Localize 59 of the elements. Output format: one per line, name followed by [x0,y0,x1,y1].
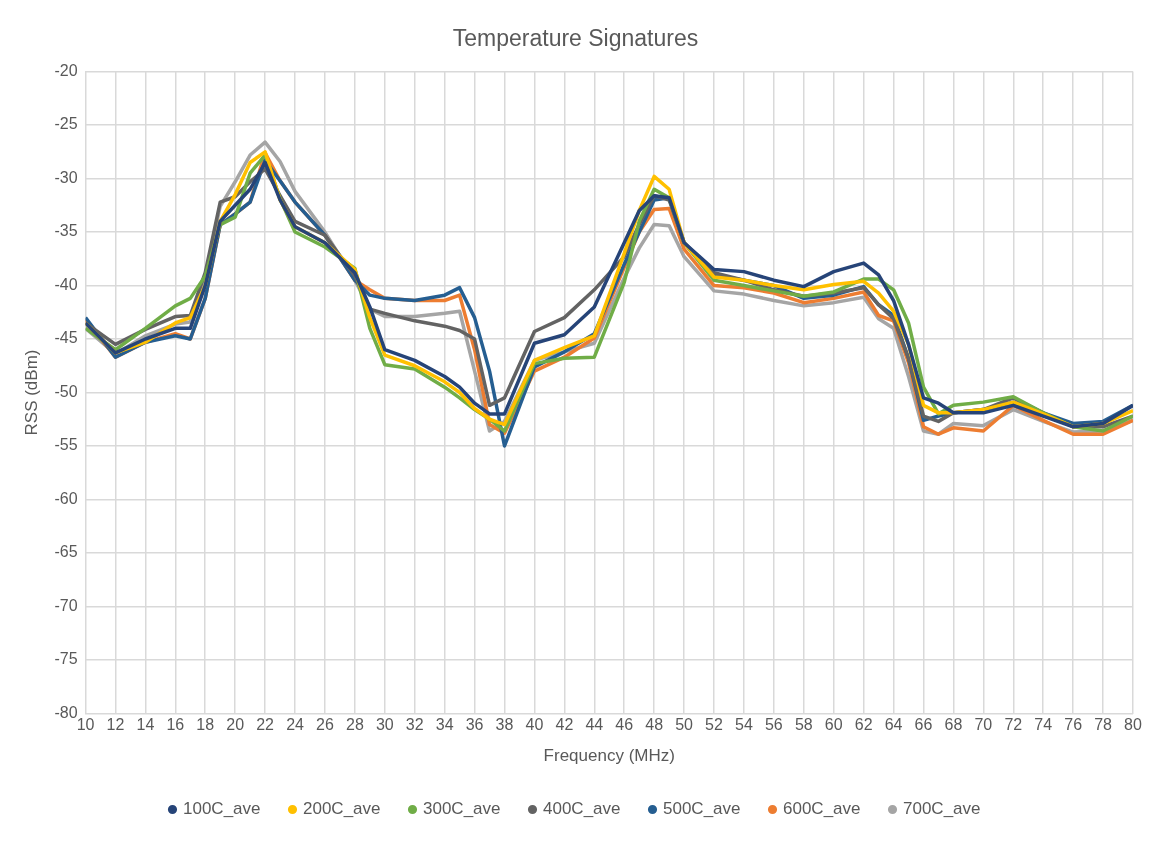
x-tick-label: 34 [435,716,454,734]
x-tick-label: 24 [286,716,305,734]
x-tick-label: 54 [735,716,753,734]
x-tick-label: 12 [106,716,125,734]
chart-title: Temperature Signatures [452,25,699,52]
x-tick-label: 58 [794,716,813,734]
legend-label: 600C_ave [783,799,861,819]
x-tick-label: 76 [1064,716,1083,734]
legend-label: 500C_ave [663,799,741,819]
x-tick-label: 74 [1034,716,1053,734]
legend-label: 300C_ave [422,799,501,819]
x-tick-label: 56 [764,716,783,734]
y-tick-label: -50 [54,382,78,400]
x-tick-label: 22 [256,716,275,734]
legend-label: 700C_ave [903,799,981,819]
x-tick-label: 14 [136,716,155,734]
x-tick-label: 64 [884,716,903,734]
x-tick-label: 48 [645,716,664,734]
y-tick-label: -20 [54,62,78,80]
x-tick-label: 38 [495,716,514,734]
y-tick-label: -35 [54,222,78,240]
y-tick-label: -75 [54,650,78,668]
y-tick-label: -70 [54,596,78,614]
x-tick-label: 28 [345,716,364,734]
x-tick-label: 18 [196,716,215,734]
x-tick-label: 20 [226,716,245,734]
y-tick-label: -80 [54,703,78,721]
x-tick-label: 72 [1004,716,1023,734]
x-tick-label: 44 [585,716,604,734]
legend-label: 100C_ave [182,799,261,819]
x-tick-label: 68 [944,716,963,734]
x-tick-label: 40 [525,716,544,734]
x-tick-label: 52 [705,716,724,734]
x-tick-label: 36 [465,716,484,734]
y-tick-label: -40 [54,275,78,293]
x-tick-label: 66 [914,716,933,734]
y-tick-label: -55 [54,436,78,454]
x-tick-label: 16 [166,716,185,734]
legend-label: 400C_ave [543,799,621,819]
y-tick-label: -25 [54,115,78,133]
y-axis-title: RSS (dBm) [21,349,41,436]
x-tick-label: 10 [76,716,95,734]
x-tick-label: 62 [854,716,873,734]
x-tick-label: 26 [316,716,334,734]
x-tick-label: 32 [405,716,424,734]
x-tick-label: 80 [1124,716,1142,734]
y-tick-label: -65 [54,543,78,561]
x-tick-label: 42 [555,716,574,734]
x-tick-label: 70 [974,716,993,734]
legend-label: 200C_ave [302,799,381,819]
y-tick-label: -60 [54,489,78,507]
y-tick-label: -45 [54,329,78,347]
x-tick-label: 46 [615,716,634,734]
x-tick-label: 30 [375,716,394,734]
y-tick-label: -30 [54,168,78,186]
x-axis-title: Frequency (MHz) [543,746,675,766]
x-tick-label: 78 [1094,716,1113,734]
x-tick-label: 50 [675,716,694,734]
x-tick-label: 60 [824,716,843,734]
